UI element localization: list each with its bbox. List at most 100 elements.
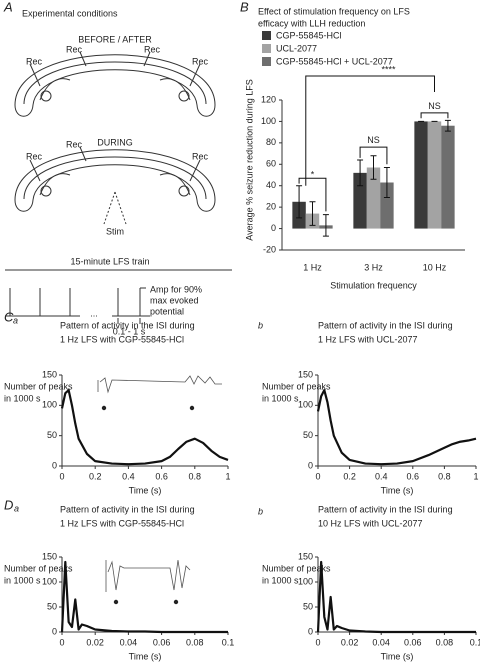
amp-label: potential — [150, 306, 184, 316]
bar — [366, 167, 381, 229]
y-axis-label: Number of peaks — [4, 381, 73, 391]
y-tick-label: 50 — [303, 430, 313, 440]
annotation: * — [311, 169, 315, 179]
data-line — [60, 389, 229, 466]
y-tick-label: 100 — [298, 400, 313, 410]
electrodes — [29, 51, 201, 87]
significance-bracket — [298, 177, 327, 212]
chart-title: Pattern of activity in the ISI during — [60, 504, 195, 514]
rec-label: Rec — [66, 44, 83, 54]
x-axis-label: Time (s) — [381, 485, 414, 495]
y-tick-label: 50 — [47, 601, 57, 611]
inset-dot — [189, 405, 195, 411]
x-tick-label: 0.8 — [438, 471, 451, 481]
y-tick-label: 150 — [42, 369, 57, 379]
x-tick-label: 10 Hz — [423, 262, 447, 272]
x-tick-label: 0.02 — [341, 637, 359, 647]
inset-trace — [97, 375, 222, 394]
y-tick-label: 100 — [261, 116, 276, 126]
y-axis-label: Number of peaks — [262, 563, 331, 573]
error-bar — [357, 159, 364, 187]
y-tick-label: 50 — [303, 601, 313, 611]
y-tick-label: 0 — [52, 626, 57, 636]
inset-trace — [105, 559, 191, 592]
legend-label: CGP-55845-HCl + UCL-2077 — [276, 56, 393, 66]
panel-label: A — [3, 0, 13, 14]
y-axis-label: in 1000 s — [262, 575, 299, 585]
y-tick-label: 150 — [42, 551, 57, 561]
y-tick-label: 100 — [42, 400, 57, 410]
y-tick-label: 100 — [298, 576, 313, 586]
y-tick-label: 60 — [266, 159, 276, 169]
error-bar — [296, 185, 303, 219]
y-tick-label: 0 — [308, 460, 313, 470]
y-tick-label: 150 — [298, 551, 313, 561]
x-tick-label: 0.1 — [470, 637, 480, 647]
inset-dot — [101, 405, 107, 411]
condition-label: DURING — [97, 137, 133, 147]
bar — [427, 121, 442, 229]
x-axis-label: Stimulation frequency — [330, 280, 417, 290]
y-tick-label: 40 — [266, 180, 276, 190]
stim-label: Stim — [106, 226, 124, 236]
y-tick-label: 20 — [266, 202, 276, 212]
legend-label: CGP-55845-HCl — [276, 30, 342, 40]
panel-label: a — [14, 503, 19, 513]
rec-label: Rec — [192, 151, 209, 161]
x-tick-label: 0.04 — [372, 637, 390, 647]
x-tick-label: 0.8 — [189, 471, 202, 481]
panel-label: D — [4, 497, 13, 512]
inset-dot — [173, 599, 179, 605]
x-tick-label: 0.08 — [186, 637, 204, 647]
significance-bracket — [359, 146, 388, 165]
pulse-train — [5, 287, 150, 317]
x-tick-label: 0.2 — [89, 471, 102, 481]
data-line — [316, 560, 476, 634]
electrodes — [29, 146, 201, 182]
x-tick-label: 1 — [473, 471, 478, 481]
y-axis-label: in 1000 s — [262, 393, 299, 403]
x-tick-label: 0.02 — [86, 637, 104, 647]
panel-label: a — [13, 315, 18, 325]
significance-bracket — [420, 112, 449, 119]
error-bar — [322, 214, 329, 237]
annotation: NS — [428, 101, 441, 111]
chart-title: efficacy with LLH reduction — [258, 18, 365, 28]
error-bar — [309, 201, 316, 226]
chart-title: Effect of stimulation frequency on LFS — [258, 6, 410, 16]
chart-title: Pattern of activity in the ISI during — [318, 504, 453, 514]
bar — [380, 182, 394, 229]
legend-swatch — [262, 57, 271, 66]
rec-label: Rec — [144, 44, 161, 54]
amp-label: Amp for 90% — [150, 284, 202, 294]
x-tick-label: 3 Hz — [364, 262, 383, 272]
panel-label: B — [240, 0, 249, 14]
x-axis-label: Time (s) — [381, 651, 414, 661]
data-line — [60, 560, 228, 634]
data-line — [316, 389, 477, 466]
y-tick-label: 150 — [298, 369, 313, 379]
stim-electrode — [103, 191, 127, 225]
amp-label: max evoked — [150, 295, 199, 305]
y-tick-label: 100 — [42, 576, 57, 586]
x-axis-label: Time (s) — [129, 651, 162, 661]
chart-title: Pattern of activity in the ISI during — [60, 320, 195, 330]
rec-label: Rec — [192, 56, 209, 66]
y-tick-label: -20 — [263, 244, 276, 254]
y-axis-label: in 1000 s — [4, 393, 41, 403]
y-tick-label: 120 — [261, 94, 276, 104]
x-tick-label: 1 Hz — [303, 262, 322, 272]
significance-bracket — [305, 75, 435, 186]
bar — [414, 121, 428, 229]
y-axis-label: in 1000 s — [4, 575, 41, 585]
y-axis-label: Average % seizure reduction during LFS — [244, 79, 254, 240]
x-tick-label: 0.6 — [155, 471, 168, 481]
interval-label: 0.1 - 1 s — [113, 326, 146, 336]
ellipsis: ... — [90, 308, 98, 318]
train-title: 15-minute LFS train — [70, 256, 149, 266]
interval-marks — [117, 318, 141, 324]
diagram-title: Experimental conditions — [22, 8, 118, 18]
x-tick-label: 0 — [59, 471, 64, 481]
x-tick-label: 0.06 — [153, 637, 171, 647]
